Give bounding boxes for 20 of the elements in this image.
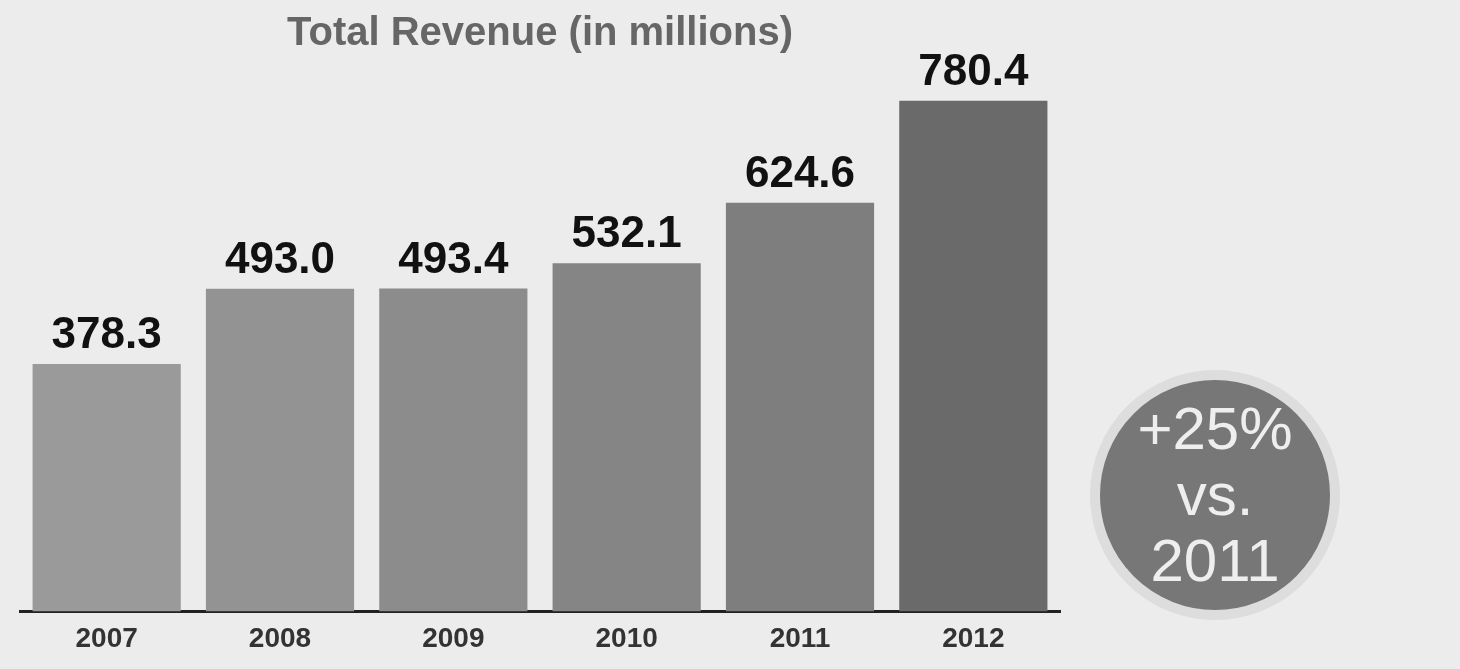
x-tick-label: 2008 — [248, 621, 312, 653]
data-label: 624.6 — [744, 146, 856, 196]
bar — [725, 202, 875, 612]
bar — [552, 263, 701, 612]
data-label: 493.4 — [398, 232, 509, 282]
data-label: 780.4 — [918, 44, 1029, 94]
chart-title: Total Revenue (in millions) — [287, 9, 793, 54]
bar — [379, 288, 528, 612]
bar — [899, 100, 1048, 612]
x-tick-label: 2012 — [942, 621, 1005, 653]
data-label: 378.3 — [51, 308, 162, 358]
circle-badge: +25% vs. 2011 — [1090, 370, 1340, 620]
x-tick-label: 2009 — [422, 621, 485, 653]
bar — [32, 363, 181, 612]
x-tick-label: 2010 — [595, 621, 658, 653]
data-label: 493.0 — [224, 233, 336, 282]
x-tick-label: 2007 — [75, 621, 138, 653]
bar — [205, 288, 355, 612]
data-label: 532.1 — [571, 207, 682, 257]
x-tick-label: 2011 — [769, 621, 831, 653]
